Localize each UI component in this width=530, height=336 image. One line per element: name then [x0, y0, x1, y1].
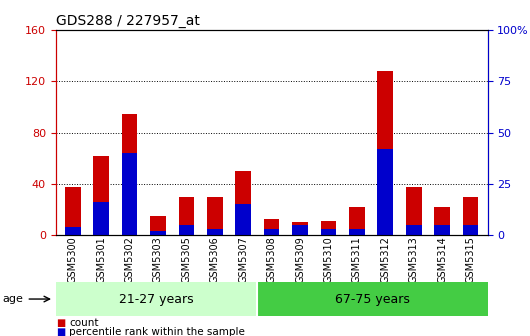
Text: 21-27 years: 21-27 years — [119, 293, 194, 305]
Bar — [349, 207, 365, 235]
Bar — [349, 229, 365, 235]
Bar — [179, 225, 194, 235]
Bar — [65, 186, 81, 235]
Bar — [150, 231, 166, 235]
Bar — [179, 197, 194, 235]
Text: ■: ■ — [56, 318, 65, 328]
Bar — [207, 229, 223, 235]
Bar — [434, 207, 450, 235]
Bar — [122, 114, 137, 235]
Bar — [264, 229, 279, 235]
Text: ■: ■ — [56, 327, 65, 336]
Bar — [321, 229, 336, 235]
Bar — [434, 225, 450, 235]
Bar — [207, 197, 223, 235]
Bar — [321, 221, 336, 235]
Bar — [93, 156, 109, 235]
Bar — [463, 197, 479, 235]
Bar — [264, 218, 279, 235]
Bar — [93, 202, 109, 235]
Bar — [257, 282, 488, 316]
Bar — [65, 227, 81, 235]
Bar — [292, 225, 308, 235]
Text: age: age — [3, 294, 23, 304]
Bar — [406, 225, 421, 235]
Bar — [235, 171, 251, 235]
Bar — [235, 204, 251, 235]
Text: percentile rank within the sample: percentile rank within the sample — [69, 327, 245, 336]
Text: count: count — [69, 318, 99, 328]
Text: 67-75 years: 67-75 years — [335, 293, 410, 305]
Bar — [377, 71, 393, 235]
Bar — [406, 186, 421, 235]
Bar — [377, 149, 393, 235]
Bar — [56, 282, 257, 316]
Text: GDS288 / 227957_at: GDS288 / 227957_at — [56, 14, 199, 28]
Bar — [463, 225, 479, 235]
Bar — [150, 216, 166, 235]
Bar — [292, 222, 308, 235]
Bar — [122, 153, 137, 235]
